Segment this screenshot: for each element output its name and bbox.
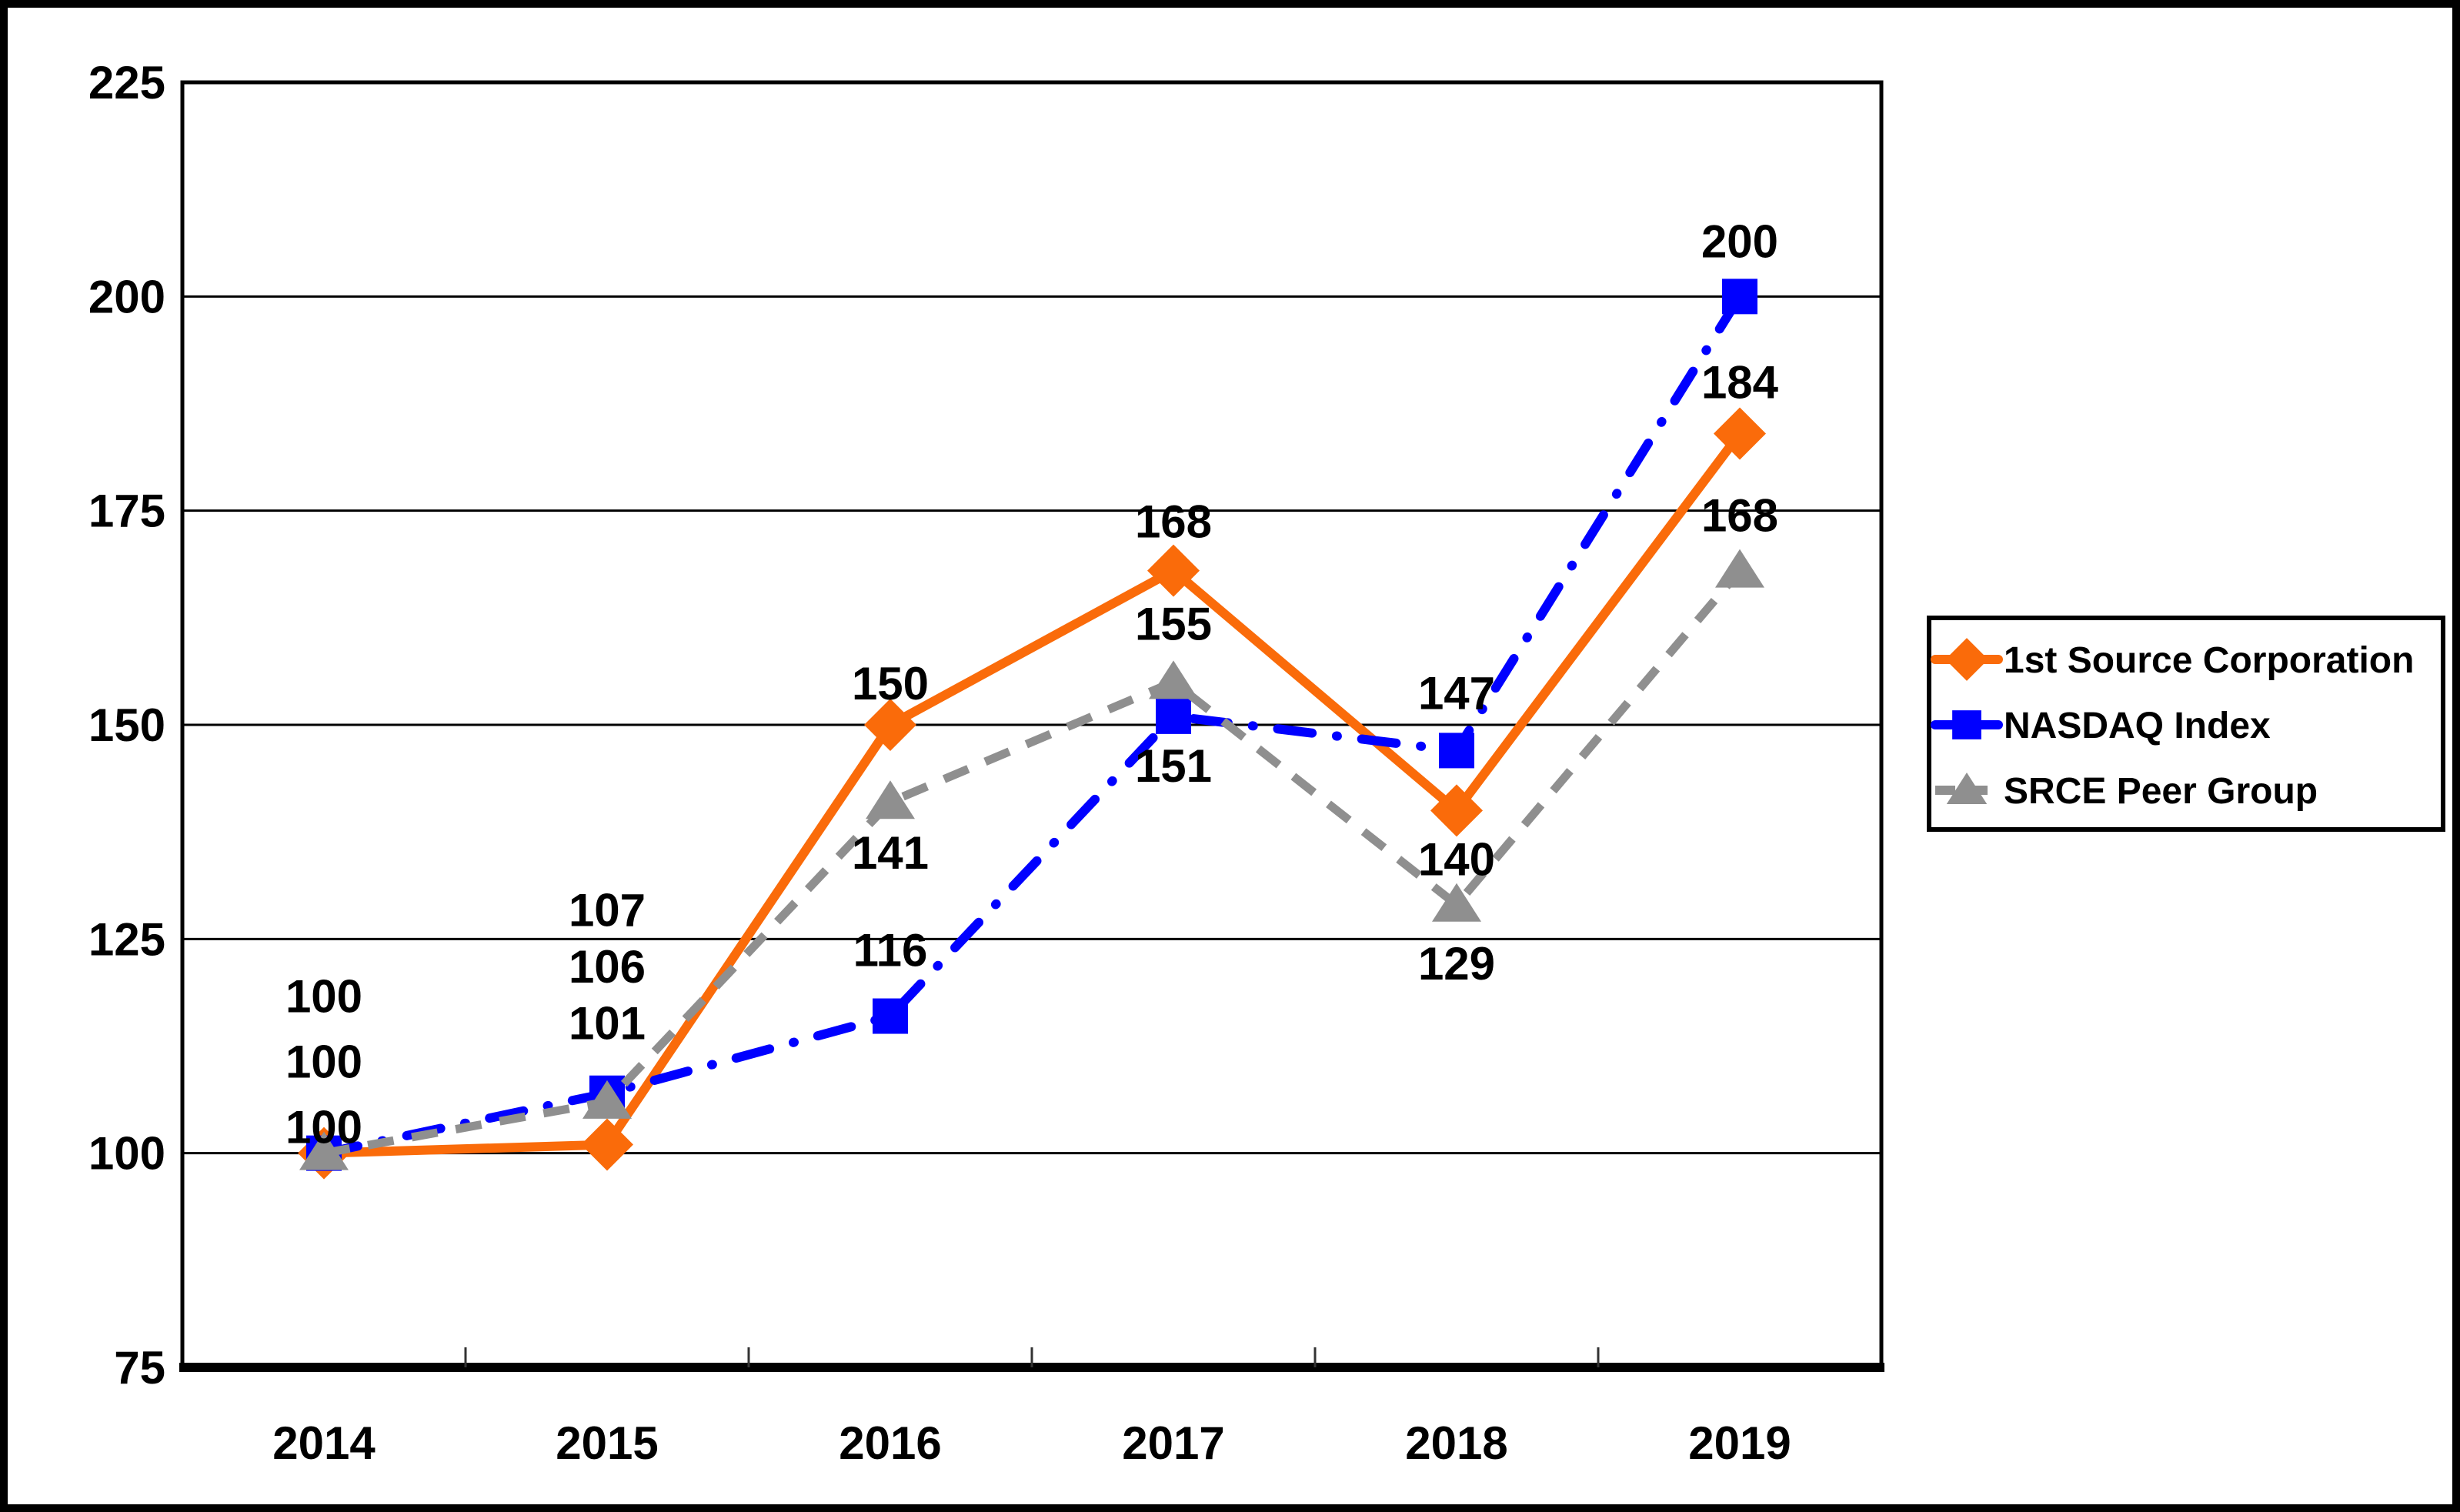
data-point-marker-srce-peer-group-2015 [582,1080,632,1119]
data-point-marker-srce-peer-group-2016 [866,780,915,819]
x-axis-label-2018: 2018 [1405,1417,1507,1469]
data-point-marker-nasdaq-index-2016 [873,998,908,1034]
data-point-marker-srce-peer-group-2014 [299,1131,349,1170]
legend-label-1st-source-corporation: 1st Source Corporation [2004,640,2414,681]
legend-box [1927,616,2445,832]
data-point-label-srce-peer-group-2015: 106 [569,941,646,993]
data-point-marker-srce-peer-group-2019 [1715,549,1764,588]
data-point-label-nasdaq-index-2019: 200 [1701,215,1778,267]
data-point-label-srce-peer-group-2018: 129 [1418,938,1495,990]
y-axis-label-150: 150 [88,699,165,751]
data-point-marker-srce-peer-group-2018 [1432,883,1481,922]
data-point-label-srce-peer-group-2019: 168 [1701,490,1778,542]
data-point-label-srce-peer-group-2016: 141 [852,827,929,879]
x-axis-label-2019: 2019 [1688,1417,1791,1469]
y-axis-label-175: 175 [88,486,165,537]
data-point-label-1st-source-corporation-2016: 150 [852,658,929,709]
series-line-srce-peer-group [323,568,1744,1158]
data-point-label-nasdaq-index-2015: 107 [569,885,646,936]
data-point-marker-1st-source-corporation-2016 [864,699,916,751]
data-point-marker-1st-source-corporation-2019 [1714,407,1766,460]
y-axis-label-125: 125 [88,913,165,965]
data-point-label-1st-source-corporation-2019: 184 [1701,356,1779,408]
data-point-label-nasdaq-index-2018: 147 [1418,667,1495,719]
data-point-label-1st-source-corporation-2015: 101 [569,998,646,1050]
y-axis-label-200: 200 [88,271,165,322]
data-point-marker-1st-source-corporation-2015 [581,1118,633,1171]
data-point-label-nasdaq-index-2017: 151 [1135,740,1212,792]
data-point-marker-srce-peer-group-2017 [1149,660,1198,699]
y-axis-label-75: 75 [114,1342,165,1394]
data-point-label-nasdaq-index-2016: 116 [853,925,928,976]
legend-label-nasdaq-index: NASDAQ Index [2004,706,2271,746]
y-axis-label-100: 100 [88,1128,165,1180]
x-axis-label-2015: 2015 [556,1417,658,1469]
data-point-marker-nasdaq-index-2018 [1439,733,1474,769]
legend-label-srce-peer-group: SRCE Peer Group [2004,771,2318,812]
data-point-marker-nasdaq-index-2019 [1722,279,1757,315]
legend-swatch-triangle-icon [1946,773,1988,805]
data-point-marker-nasdaq-index-2017 [1156,698,1191,734]
legend-swatch-square-icon [1952,710,1981,739]
data-point-label-srce-peer-group-2014: 100 [285,1036,362,1088]
series-line-nasdaq-index [319,292,1744,1158]
data-point-label-1st-source-corporation-2018: 140 [1418,833,1495,885]
data-point-label-srce-peer-group-2017: 155 [1135,598,1212,649]
data-point-marker-1st-source-corporation-2017 [1147,544,1200,597]
data-point-label-1st-source-corporation-2017: 168 [1135,496,1212,548]
series-line-1st-source-corporation [319,429,1744,1158]
x-axis-label-2017: 2017 [1122,1417,1224,1469]
legend-swatch-diamond-icon [1945,638,1988,681]
x-axis-label-2014: 2014 [272,1417,376,1469]
data-point-label-nasdaq-index-2014: 100 [285,971,362,1023]
x-axis-label-2016: 2016 [839,1417,941,1469]
data-point-label-1st-source-corporation-2014: 100 [285,1102,362,1153]
data-point-marker-1st-source-corporation-2018 [1430,784,1483,837]
y-axis-label-225: 225 [88,57,165,108]
